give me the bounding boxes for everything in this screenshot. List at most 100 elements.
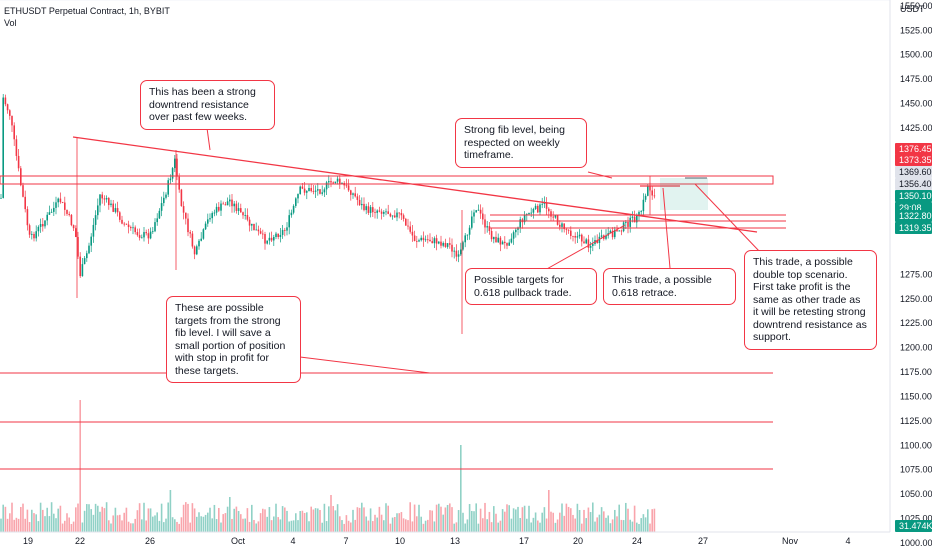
candle-body [222,203,224,205]
annotation-0618-targets[interactable]: Possible targets for 0.618 pullback trad… [465,268,597,305]
volume-bar [323,503,326,532]
volume-bar [301,510,304,532]
candle-body [77,237,79,257]
volume-bar [416,516,418,532]
candle-body [310,187,312,192]
candle-body [134,227,136,233]
candle-body [211,213,213,219]
volume-bar [209,507,211,532]
x-tick-label: 4 [290,536,295,546]
candle-body [92,224,95,237]
volume-bar [563,515,565,532]
candle-body [273,236,275,241]
annotation-double-top[interactable]: This trade, a possible double top scenar… [744,250,877,350]
candle-body [2,97,4,198]
annotation-strong-fib-targets[interactable]: These are possible targets from the stro… [166,296,301,383]
volume-bar [631,521,634,532]
annotation-downtrend[interactable]: This has been a strong downtrend resista… [140,80,275,130]
x-tick-label: 20 [573,536,583,546]
volume-bar [517,506,519,532]
candle-body [512,232,515,239]
candle-body [15,139,18,156]
volume-bar [490,522,493,532]
candle-body [409,226,411,232]
candle-body [479,209,482,214]
volume-bar [565,503,568,532]
candle-body [369,207,372,213]
volume-bar [191,503,194,532]
annotation-fib-level[interactable]: Strong fib level, being respected on wee… [455,118,587,168]
fib-zone [0,175,774,185]
annotation-retrace-trade[interactable]: This trade, a possible 0.618 retrace. [603,268,736,305]
volume-bar [499,520,502,532]
candle-body [277,233,279,237]
candle-body [233,203,235,207]
candle-body [116,208,119,213]
volume-bar [435,504,438,532]
candle-body [226,201,229,206]
candle-body [451,244,453,252]
volume-bar [444,507,447,532]
y-tick-label: 1250.00 [900,294,932,304]
candle-body [182,206,185,213]
candle-body [290,212,293,216]
candle-body [50,211,53,213]
candle-body [556,215,559,225]
volume-bar [319,509,321,532]
candle-body [352,193,354,195]
volume-bar [46,507,48,532]
candle-body [596,240,598,243]
volume-bar [438,503,440,532]
volume-bar [22,503,24,532]
candle-body [57,198,59,203]
volume-bar [147,508,150,532]
y-tick-label: 1000.00 [900,538,932,548]
candle-body [246,215,249,220]
candle-body [453,250,455,252]
volume-bar [114,507,117,532]
candle-body [585,239,587,244]
volume-bar [504,511,506,532]
volume-bar [394,517,396,532]
volume-bar [422,523,425,532]
candle-body [86,253,88,259]
volume-bar [215,519,218,532]
volume-bar [97,505,99,532]
volume-bar [464,523,466,532]
candle-body [224,204,227,206]
volume-bar [374,514,376,532]
volume-bar [578,509,581,532]
volume-bar [39,502,42,532]
candle-body [240,208,242,213]
candle-body [266,240,268,244]
volume-bar [9,513,11,532]
currency-label: USDT [900,4,925,14]
volume-bar [640,518,642,532]
candle-body [257,229,260,232]
candle-body [325,182,328,190]
volume-bar [334,510,337,532]
volume-bar [605,517,607,532]
volume-bar [145,520,147,532]
volume-bar [268,507,271,532]
price-tag: 1373.35 [899,155,932,165]
volume-bar [202,516,205,532]
volume-bar [77,503,79,532]
volume-bar [460,445,462,532]
volume-bar [259,513,262,532]
y-tick-label: 1475.00 [900,74,932,84]
volume-bar [625,502,627,532]
candle-body [418,240,420,242]
candle-body [268,237,271,241]
volume-bar [15,517,18,532]
chart-title: ETHUSDT Perpetual Contract, 1h, BYBIT [4,6,170,16]
candle-body [242,212,244,216]
volume-bar [545,518,548,532]
x-tick-label: Oct [231,536,246,546]
candle-body [330,181,332,183]
volume-bar [451,507,453,532]
candle-body [35,231,37,239]
price-tag: 1319.35 [899,223,932,233]
volume-bar [50,502,53,532]
